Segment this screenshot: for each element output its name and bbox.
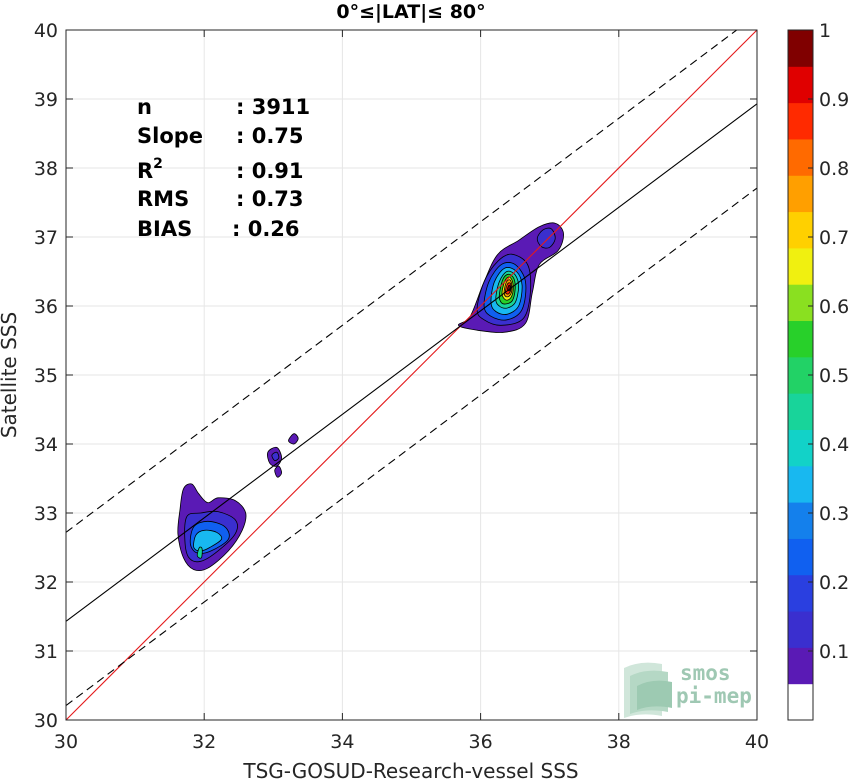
colorbar-segment — [788, 574, 813, 612]
y-tick-label: 35 — [34, 365, 58, 387]
colorbar-segment — [788, 138, 813, 176]
colorbar-segment — [788, 284, 813, 322]
one-to-one-line — [66, 30, 757, 720]
colorbar-segment — [788, 429, 813, 467]
logo-wave-icon — [624, 662, 672, 718]
colorbar-segment — [788, 393, 813, 430]
grid — [65, 29, 758, 721]
x-tick-label: 30 — [54, 731, 78, 753]
colorbar-segment — [788, 175, 813, 213]
y-tick-label: 38 — [34, 158, 58, 180]
colorbar-tick-label: 0.7 — [819, 227, 849, 249]
colorbar-segment — [788, 683, 813, 721]
x-axis-label: TSG-GOSUD-Research-vessel SSS — [242, 759, 578, 783]
chart-title: 0°≤|LAT|≤ 80° — [336, 1, 485, 23]
y-tick-label: 30 — [34, 710, 58, 732]
upper-bound-line — [66, 30, 738, 533]
x-tick-label: 32 — [192, 731, 216, 753]
reference-lines — [66, 30, 757, 720]
colorbar-segment — [788, 611, 813, 648]
density-contour-mid-speck-1 — [271, 451, 280, 462]
logo-line1: smos — [680, 661, 731, 685]
colorbar-tick-label: 0.2 — [819, 572, 849, 594]
x-tick-label: 36 — [469, 731, 493, 753]
x-tick-label: 34 — [330, 731, 354, 753]
colorbar-tick-label: 0.4 — [819, 434, 849, 456]
y-tick-label: 34 — [34, 434, 58, 456]
density-contour-mid-speck-2 — [288, 433, 299, 445]
stat-n-label: n — [137, 95, 152, 119]
colorbar-segment — [788, 538, 813, 576]
y-tick-label: 39 — [34, 89, 58, 111]
stat-rms-label: RMS — [137, 187, 189, 211]
stats-block: n : 3911 Slope : 0.75 R2 : 0.91 RMS : 0.… — [137, 95, 310, 241]
y-tick-label: 32 — [34, 572, 58, 594]
colorbar-tick-label: 0.3 — [819, 503, 849, 525]
stat-bias-value: : 0.26 — [232, 217, 300, 241]
y-tick-label: 33 — [34, 503, 58, 525]
colorbar-segment — [788, 66, 813, 104]
colorbar-tick-label: 0.5 — [819, 365, 849, 387]
density-contour-low-salinity — [196, 546, 203, 559]
colorbar: 0.1 0.2 0.3 0.4 0.5 0.6 0.7 0.8 0.9 1 — [787, 20, 849, 721]
colorbar-tick-label: 0.1 — [819, 641, 849, 663]
stat-bias-label: BIAS — [137, 217, 192, 241]
x-tick-label: 38 — [607, 731, 631, 753]
y-tick-label: 36 — [34, 296, 58, 318]
stat-r2-label: R2 — [137, 156, 163, 183]
y-tick-label: 40 — [34, 20, 58, 42]
y-tick-label: 37 — [34, 227, 58, 249]
stat-slope-label: Slope — [137, 124, 203, 148]
colorbar-segment — [788, 502, 813, 539]
logo-line2: pi-mep — [676, 684, 752, 708]
colorbar-segment — [788, 211, 813, 249]
colorbar-segment — [788, 465, 813, 503]
lower-bound-line — [66, 187, 757, 706]
regression-line — [66, 103, 757, 622]
stat-slope-value: : 0.75 — [236, 124, 304, 148]
smos-pi-mep-logo: smos pi-mep — [624, 661, 752, 718]
colorbar-segment — [788, 647, 813, 685]
colorbar-tick-label: 0.9 — [819, 89, 849, 111]
colorbar-segment — [788, 102, 813, 140]
stat-rms-value: : 0.73 — [236, 187, 304, 211]
stat-n-value: : 3911 — [236, 95, 310, 119]
density-contour-mid-speck-3 — [274, 465, 283, 478]
colorbar-tick-label: 1 — [819, 20, 831, 42]
colorbar-segment — [788, 320, 813, 358]
y-tick-label: 31 — [34, 641, 58, 663]
stat-r2-value: : 0.91 — [236, 159, 304, 183]
x-tick-label: 40 — [745, 731, 769, 753]
axis-ticks: 30 32 34 36 38 40 30 31 32 33 34 35 36 37 38 39 40 — [34, 20, 769, 753]
colorbar-segment — [788, 30, 813, 67]
y-axis-label: Satellite SSS — [0, 312, 21, 438]
colorbar-tick-label: 0.6 — [819, 296, 849, 318]
colorbar-segment — [788, 247, 813, 285]
density-contour-high-salinity-tail — [536, 227, 556, 249]
colorbar-tick-label: 0.8 — [819, 158, 849, 180]
density-contours — [177, 222, 564, 572]
